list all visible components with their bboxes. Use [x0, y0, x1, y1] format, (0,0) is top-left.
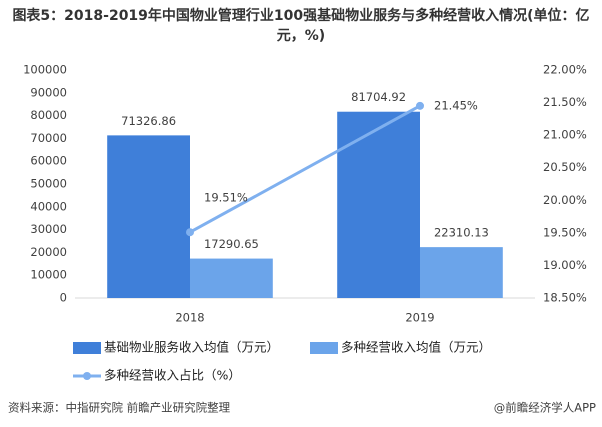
bar	[337, 111, 420, 298]
y2-tick-label: 21.50%	[543, 95, 587, 109]
x-tick-label: 2019	[405, 311, 434, 325]
line-value-label: 19.51%	[204, 191, 248, 205]
legend-label: 多种经营收入占比（%）	[104, 368, 241, 383]
y-tick-label: 60000	[30, 154, 67, 168]
bar	[107, 135, 190, 298]
line	[189, 104, 421, 234]
y2-tick-label: 22.00%	[543, 63, 587, 77]
x-tick-label: 2018	[175, 311, 204, 325]
bar	[420, 247, 503, 298]
bar	[190, 258, 273, 298]
y-tick-label: 40000	[30, 199, 67, 213]
line-point	[186, 228, 194, 237]
y2-tick-label: 21.00%	[543, 128, 587, 142]
bar-value-label: 22310.13	[434, 226, 489, 240]
y-tick-label: 20000	[30, 245, 67, 259]
bar-value-label: 81704.92	[351, 90, 406, 104]
y-tick-label: 10000	[30, 268, 67, 282]
legend-label: 多种经营收入均值（万元）	[341, 340, 491, 355]
line-value-label: 21.45%	[434, 98, 478, 112]
credit: @前瞻经济学人APP	[494, 401, 596, 415]
legend-swatch	[310, 342, 338, 354]
y-tick-label: 80000	[30, 108, 67, 122]
line-point	[416, 101, 424, 110]
y2-tick-label: 20.00%	[543, 193, 587, 207]
legend-swatch-marker	[83, 372, 91, 380]
y-tick-label: 100000	[23, 63, 67, 77]
y-tick-label: 90000	[30, 85, 67, 99]
y2-tick-label: 19.50%	[543, 225, 587, 239]
bar-value-label: 17290.65	[204, 237, 259, 251]
y-tick-label: 50000	[30, 177, 67, 191]
legend-swatch	[73, 342, 101, 354]
y-tick-label: 30000	[30, 222, 67, 236]
legend-label: 基础物业服务收入均值（万元）	[104, 340, 279, 355]
chart-title: 图表5：2018-2019年中国物业管理行业100强基础物业服务与多种经营收入情…	[12, 8, 590, 44]
bar-value-label: 71326.86	[121, 114, 176, 128]
y-tick-label: 0	[60, 291, 67, 305]
y2-tick-label: 19.00%	[543, 258, 587, 272]
y2-tick-label: 18.50%	[543, 291, 587, 305]
source: 资料来源：中指研究院 前瞻产业研究院整理	[8, 401, 231, 415]
y2-tick-label: 20.50%	[543, 160, 587, 174]
y-tick-label: 70000	[30, 131, 67, 145]
